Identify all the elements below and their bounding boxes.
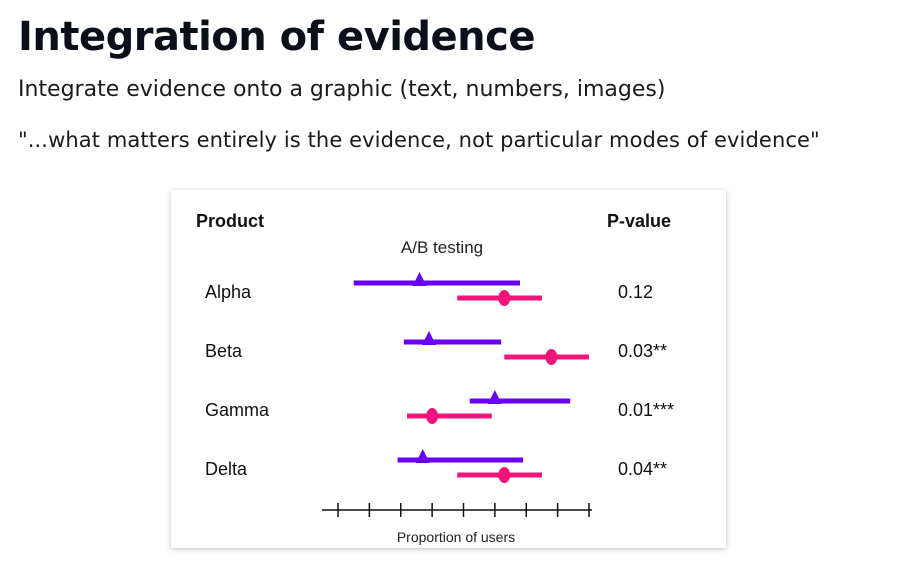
point-b-delta (498, 467, 511, 483)
point-a-delta (415, 449, 430, 463)
page-subtitle: Integrate evidence onto a graphic (text,… (18, 77, 666, 102)
point-b-alpha (498, 290, 511, 306)
pvalue-gamma: 0.01*** (618, 400, 674, 420)
rows-layer: Alpha 0.12 Beta 0.03** Gamma 0.01*** Delta 0.04… (205, 272, 674, 483)
pvalue-beta: 0.03** (618, 341, 667, 361)
row-beta: Beta 0.03** (205, 331, 667, 365)
ab-testing-figure: Product P-value A/B testing Alpha 0.12 Bet… (171, 190, 726, 548)
x-axis-label: Proportion of users (397, 529, 515, 545)
point-b-beta (545, 349, 558, 365)
row-label-delta: Delta (205, 459, 248, 479)
page-title: Integration of evidence (18, 14, 535, 60)
point-a-beta (421, 331, 436, 345)
chart-title: A/B testing (401, 238, 483, 257)
forest-plot: Product P-value A/B testing Alpha 0.12 Bet… (196, 211, 674, 545)
point-b-gamma (426, 408, 439, 424)
pvalue-delta: 0.04** (618, 459, 667, 479)
row-label-alpha: Alpha (205, 282, 252, 302)
row-gamma: Gamma 0.01*** (205, 390, 674, 424)
row-header: Product (196, 211, 264, 231)
row-label-beta: Beta (205, 341, 243, 361)
row-alpha: Alpha 0.12 (205, 272, 653, 306)
value-header: P-value (607, 211, 671, 231)
point-a-alpha (412, 272, 427, 286)
x-axis (322, 503, 592, 517)
row-label-gamma: Gamma (205, 400, 270, 420)
pvalue-alpha: 0.12 (618, 282, 653, 302)
evidence-quote: "...what matters entirely is the evidenc… (18, 128, 820, 152)
point-a-gamma (487, 390, 502, 404)
row-delta: Delta 0.04** (205, 449, 667, 483)
